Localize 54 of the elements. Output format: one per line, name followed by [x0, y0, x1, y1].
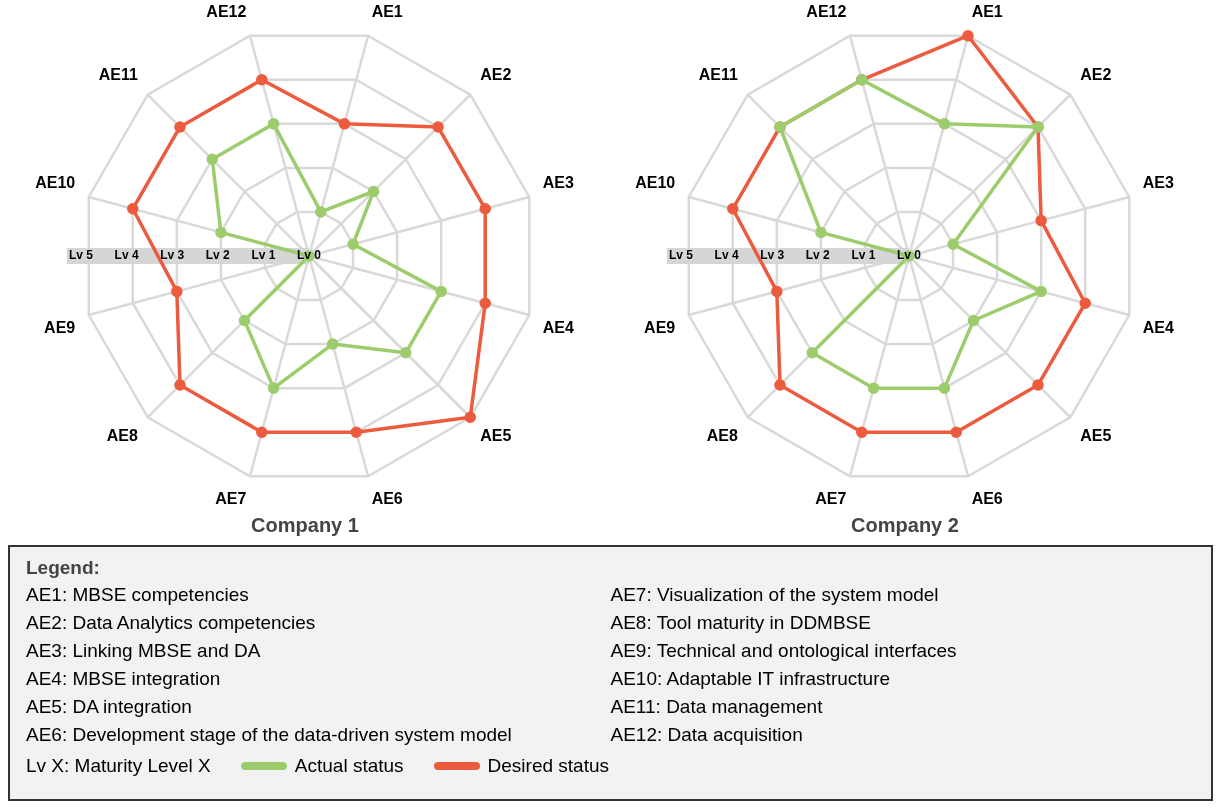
text: AE4: MBSE integration — [26, 667, 222, 691]
spoke-label: AE5 — [1080, 427, 1112, 445]
spoke-label: AE4 — [542, 318, 575, 336]
spoke-label: AE9 — [644, 318, 676, 336]
spoke-label: AE10 — [35, 174, 76, 192]
spoke-label: AE11 — [698, 65, 738, 83]
legend-label: Desired status — [487, 755, 610, 777]
text: AE5: DA integration — [26, 695, 193, 719]
y-tick-label: Lv 2 — [805, 248, 831, 263]
y-tick-label: Lv 3 — [760, 248, 785, 263]
y-tick-label: Lv 2 — [205, 248, 231, 263]
text: AE12: Data acquisition — [610, 723, 804, 747]
y-tick-label: Lv 0 — [896, 248, 922, 263]
y-tick-label: Lv 4 — [114, 248, 139, 263]
spoke-label: AE3 — [1142, 174, 1175, 192]
spoke-label: AE1 — [371, 3, 403, 21]
spoke-label: AE8 — [106, 427, 138, 445]
spoke-label: AE4 — [1142, 318, 1175, 336]
text: AE2: Data Analytics competencies — [26, 611, 317, 635]
spoke-label: AE7 — [815, 489, 847, 507]
spoke-label: AE12 — [806, 3, 847, 21]
spoke-label: AE7 — [215, 489, 247, 507]
text: AE3: Linking MBSE and DA — [26, 639, 262, 663]
spoke-label: AE5 — [480, 427, 512, 445]
text: AE10: Adaptable IT infrastructure — [610, 667, 892, 691]
text: Company 2 — [851, 513, 959, 536]
y-tick-label: Lv 1 — [251, 248, 276, 263]
y-tick-label: Lv 3 — [160, 248, 185, 263]
text: Company 1 — [251, 513, 359, 536]
text: AE9: Technical and ontological interfaces — [610, 639, 958, 663]
spoke-label: AE1 — [971, 3, 1003, 21]
text: AE6: Development stage of the data-driven system model — [26, 723, 513, 747]
spoke-label: AE3 — [542, 174, 575, 192]
spoke-label: AE6 — [971, 489, 1003, 507]
legend-label: Actual status — [294, 755, 404, 777]
legend-title: Legend: — [26, 557, 101, 579]
text: AE1: MBSE competencies — [26, 583, 250, 607]
y-tick-label: Lv 0 — [296, 248, 322, 263]
y-tick-label: Lv 5 — [68, 248, 94, 263]
spoke-label: AE2 — [480, 65, 512, 83]
text: AE11: Data management — [610, 695, 824, 719]
text: Lv X: Maturity Level X — [26, 755, 211, 777]
spoke-label: AE9 — [44, 318, 76, 336]
spoke-label: AE8 — [706, 427, 738, 445]
spoke-label: AE10 — [635, 174, 676, 192]
spoke-label: AE11 — [98, 65, 138, 83]
spoke-label: AE6 — [371, 489, 403, 507]
text: AE8: Tool maturity in DDMBSE — [610, 611, 872, 635]
y-tick-label: Lv 5 — [668, 248, 694, 263]
text: AE7: Visualization of the system model — [610, 583, 940, 607]
y-tick-label: Lv 4 — [714, 248, 739, 263]
spoke-label: AE2 — [1080, 65, 1112, 83]
spoke-label: AE12 — [206, 3, 247, 21]
y-tick-label: Lv 1 — [851, 248, 876, 263]
